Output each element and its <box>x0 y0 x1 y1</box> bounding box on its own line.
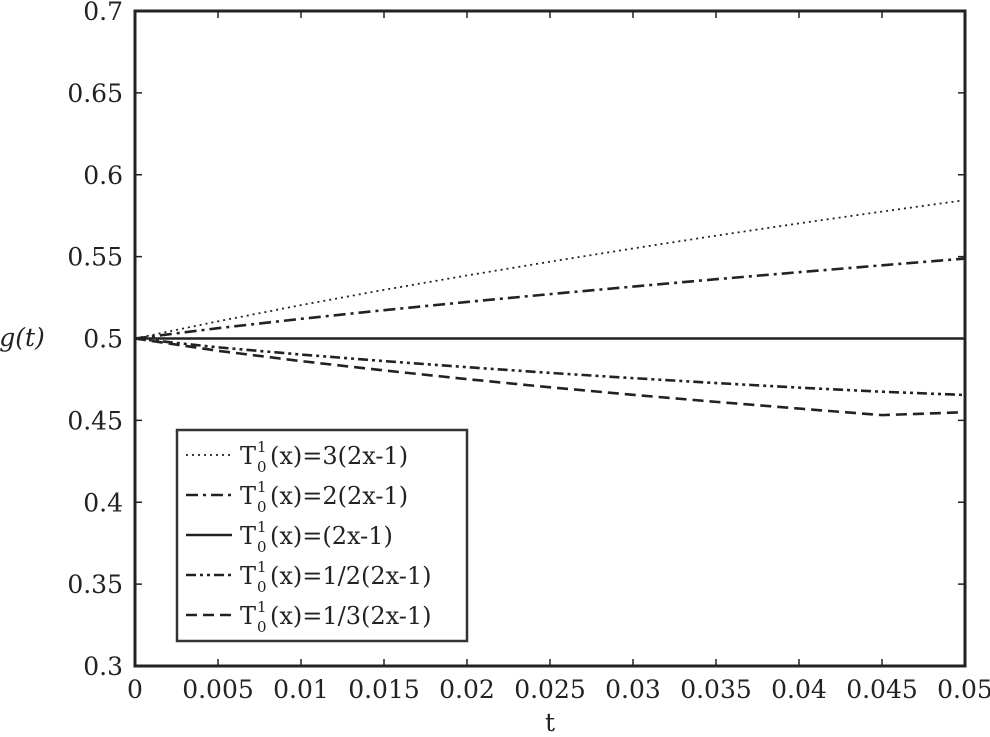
legend-label-rest: (x)=1/3(2x-1) <box>270 602 431 630</box>
y-tick-label: 0.35 <box>67 570 123 599</box>
x-tick-label: 0 <box>127 675 143 704</box>
x-tick-label: 0.035 <box>680 675 752 704</box>
x-tick-label: 0.01 <box>273 675 329 704</box>
x-tick-label: 0.025 <box>514 675 586 704</box>
legend-label-main: T <box>240 522 256 550</box>
x-tick-label: 0.03 <box>605 675 661 704</box>
y-tick-label: 0.65 <box>67 79 123 108</box>
legend-label-rest: (x)=(2x-1) <box>270 522 393 550</box>
legend-label-sup: 1 <box>257 478 267 496</box>
legend-label-sub: 0 <box>257 458 267 476</box>
y-axis-title: g(t) <box>0 323 45 352</box>
tick-labels: 0 0.005 0.01 0.015 0.02 0.025 0.03 0.035 0.04 0.0… <box>67 0 990 704</box>
legend-label-sub: 0 <box>257 498 267 516</box>
legend-label-sup: 1 <box>257 438 267 456</box>
series-line-4 <box>134 337 966 397</box>
legend-label-rest: (x)=1/2(2x-1) <box>270 562 431 590</box>
legend-label-sup: 1 <box>257 558 267 576</box>
x-tick-label: 0.04 <box>771 675 827 704</box>
legend-label-main: T <box>240 602 256 630</box>
legend-label-rest: (x)=2(2x-1) <box>270 482 408 510</box>
x-tick-label: 0.005 <box>182 675 254 704</box>
ticks-layer <box>134 10 966 667</box>
x-tick-label: 0.045 <box>846 675 918 704</box>
y-tick-label: 0.6 <box>83 161 123 190</box>
legend-label-sub: 0 <box>257 538 267 556</box>
series-line-2 <box>134 257 966 340</box>
y-tick-label: 0.4 <box>83 488 123 517</box>
x-tick-label: 0.05 <box>937 675 990 704</box>
legend-label-rest: (x)=3(2x-1) <box>270 442 408 470</box>
legend: T 10 (x)=3(2x-1)T 10 (x)=2(2x-1)T 10 (x)=(2x-1… <box>175 428 469 643</box>
legend-label-main: T <box>240 562 256 590</box>
legend-label-sup: 1 <box>257 518 267 536</box>
x-tick-label: 0.02 <box>439 675 495 704</box>
legend-label-main: T <box>240 442 256 470</box>
y-tick-label: 0.3 <box>83 652 123 681</box>
legend-label-sup: 1 <box>257 598 267 616</box>
series-line-5 <box>134 337 966 417</box>
y-tick-label: 0.45 <box>67 406 123 435</box>
legend-label-sub: 0 <box>257 578 267 596</box>
y-tick-label: 0.5 <box>83 325 123 354</box>
series-layer <box>134 199 966 417</box>
legend-label-sub: 0 <box>257 618 267 636</box>
y-tick-label: 0.55 <box>67 243 123 272</box>
legend-label-main: T <box>240 482 256 510</box>
x-axis-title: t <box>545 708 555 737</box>
x-tick-label: 0.015 <box>348 675 420 704</box>
y-tick-label: 0.7 <box>83 0 123 26</box>
